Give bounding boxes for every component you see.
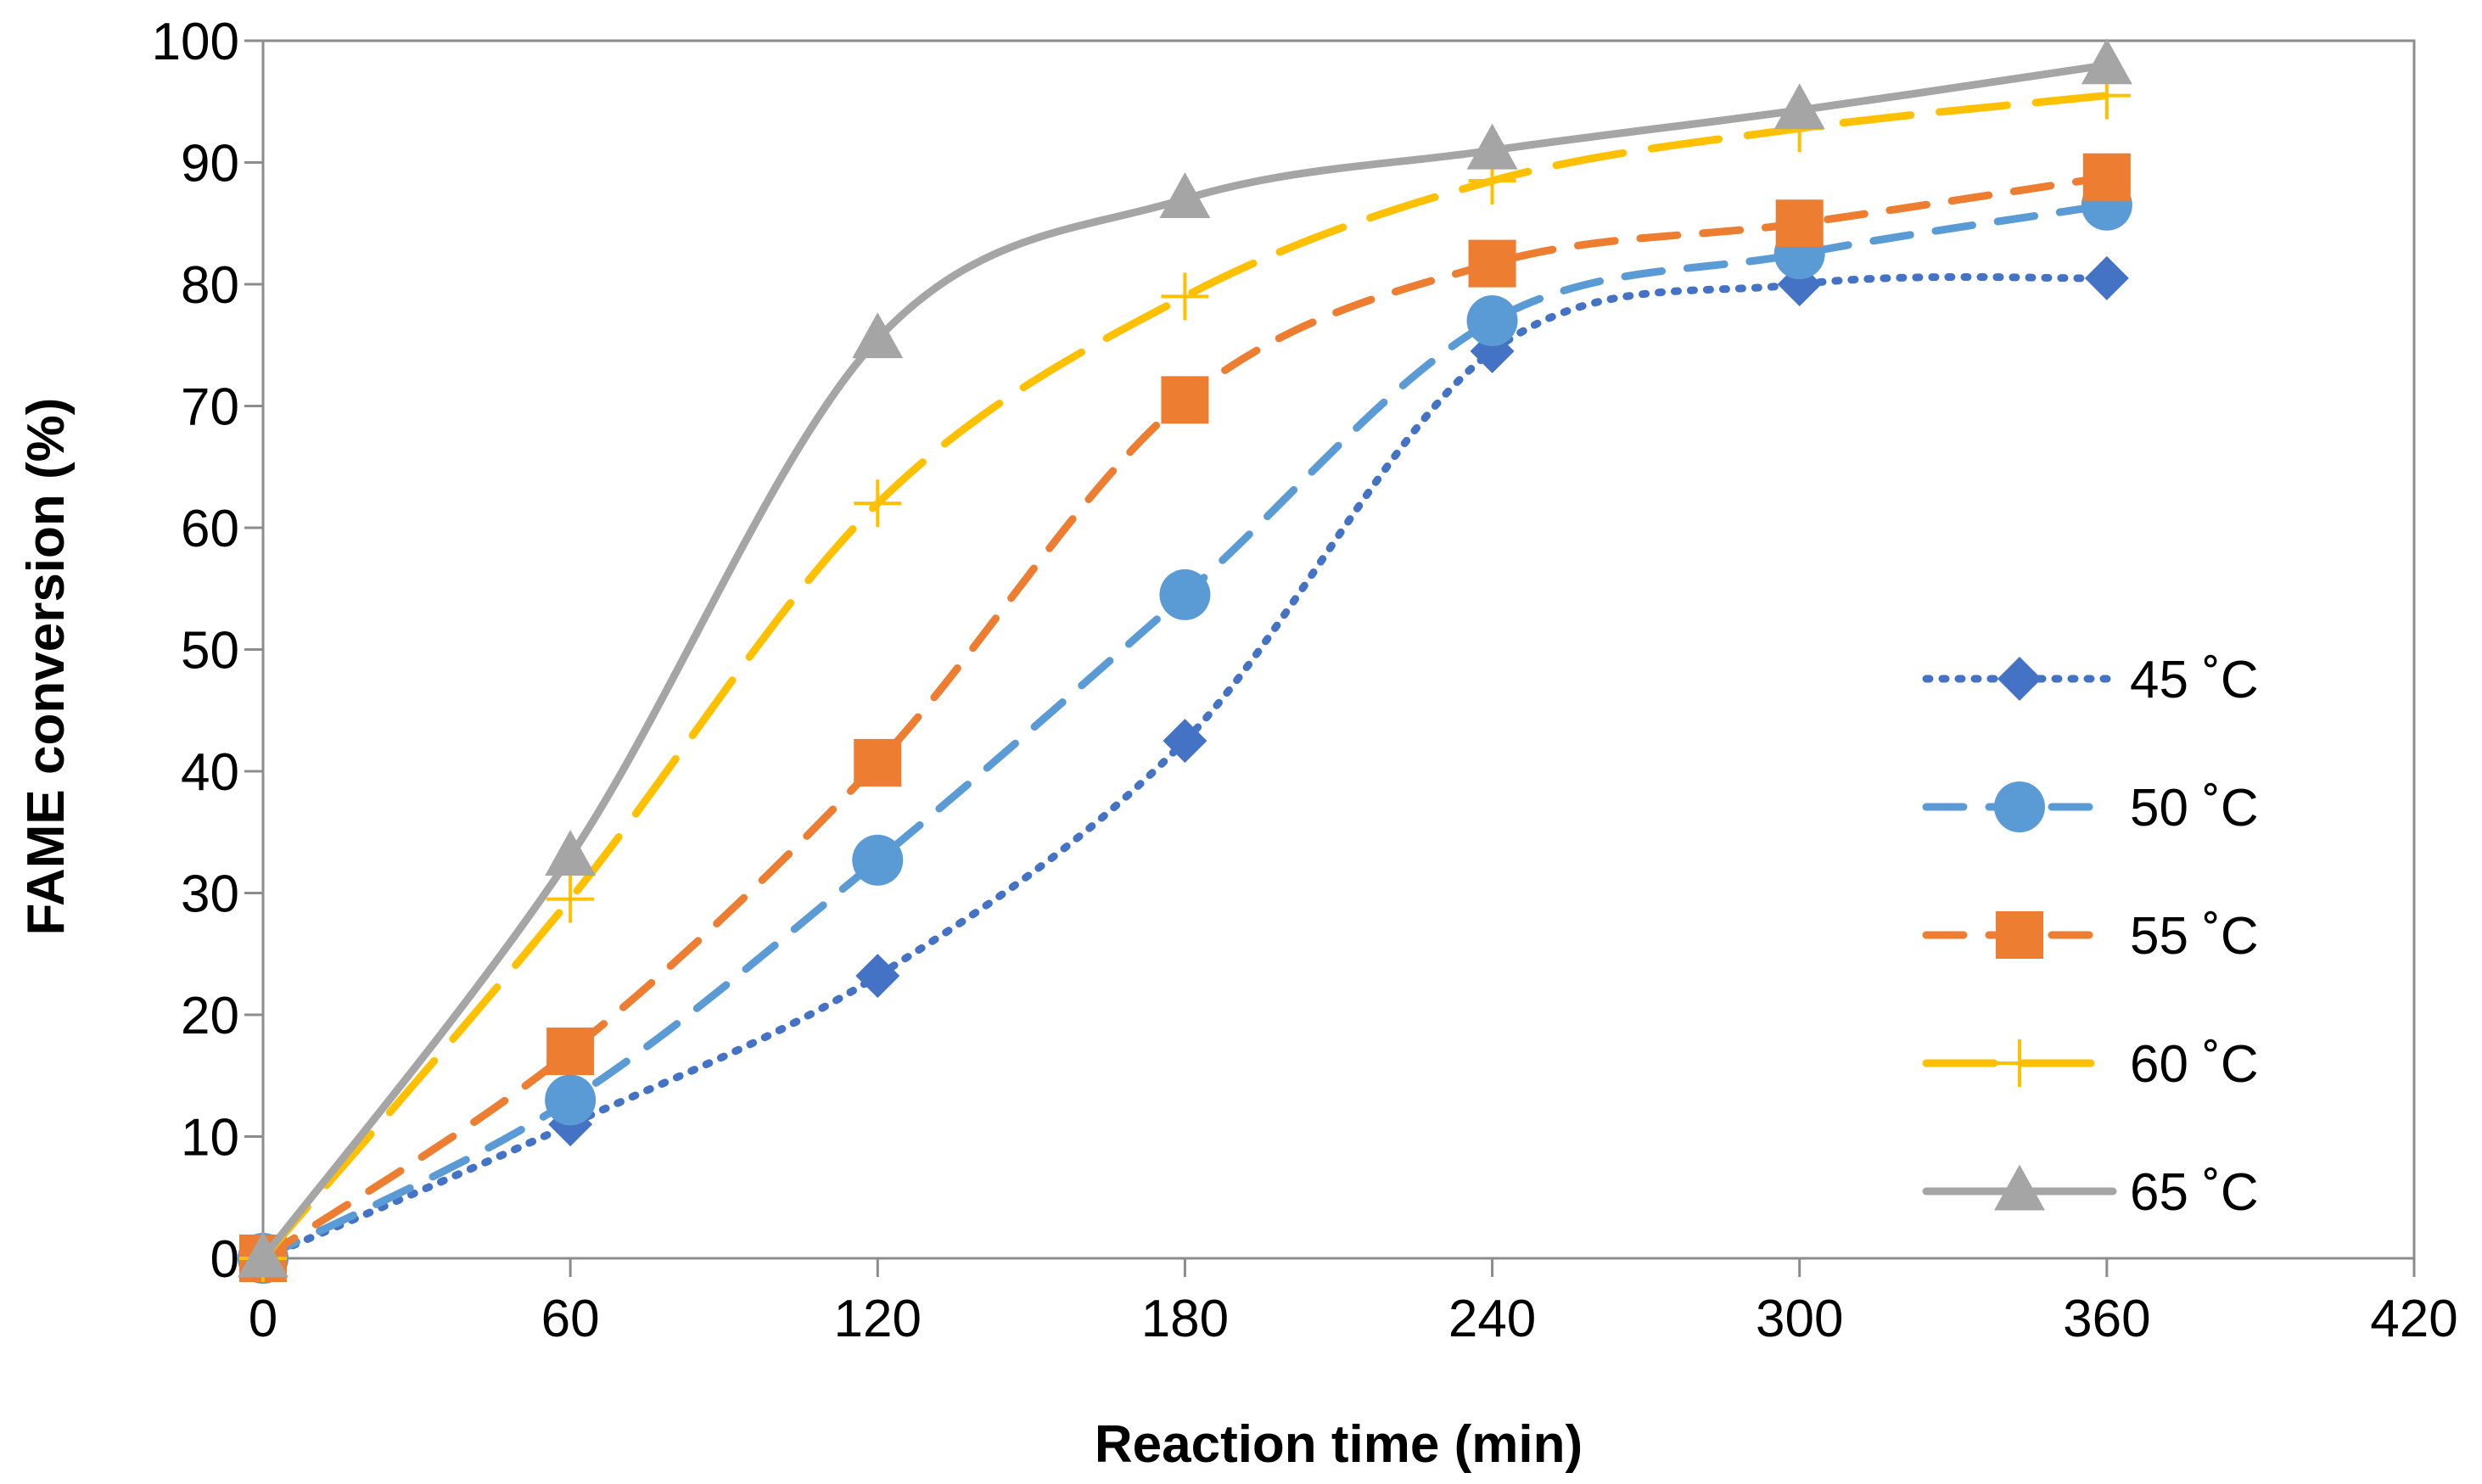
series-layer xyxy=(238,38,2132,1284)
series-5 xyxy=(238,38,2132,1278)
x-tick-label: 420 xyxy=(2370,1290,2457,1348)
x-tick-label: 240 xyxy=(1448,1290,1536,1348)
legend-item: 65 ˚C xyxy=(1922,1163,2259,1222)
legend-item: 45 ˚C xyxy=(1922,651,2259,709)
marker-square xyxy=(854,738,902,787)
marker-diamond xyxy=(2084,255,2129,300)
y-axis: 0 10 20 30 40 50 60 70 80 90 100 xyxy=(152,13,263,1289)
marker-triangle xyxy=(545,829,597,876)
legend-item: 60 ˚C xyxy=(1922,1035,2259,1094)
y-tick-label: 20 xyxy=(181,987,239,1045)
marker-triangle xyxy=(2081,38,2132,85)
series-3 xyxy=(239,153,2131,1282)
marker-plus xyxy=(546,875,595,923)
marker-plus xyxy=(854,479,902,528)
y-tick-label: 60 xyxy=(181,500,239,558)
marker-circle xyxy=(545,1074,597,1126)
x-tick-label: 180 xyxy=(1141,1290,1229,1348)
x-axis-title: Reaction time (min) xyxy=(1095,1415,1583,1474)
x-tick-label: 300 xyxy=(1756,1290,1843,1348)
x-tick-label: 360 xyxy=(2063,1290,2150,1348)
y-tick-label: 100 xyxy=(152,13,239,71)
marker-triangle xyxy=(1466,123,1518,170)
legend-label: 60 ˚C xyxy=(2130,1035,2259,1094)
series-line xyxy=(259,92,2111,1263)
series-line xyxy=(259,61,2111,1263)
x-tick-label: 0 xyxy=(249,1290,277,1348)
legend-item: 55 ˚C xyxy=(1922,907,2259,966)
y-tick-label: 90 xyxy=(181,135,239,193)
marker-plus xyxy=(1161,272,1209,321)
marker-triangle xyxy=(1994,1164,2045,1211)
marker-square xyxy=(2082,153,2131,201)
marker-square xyxy=(1161,376,1209,424)
marker-square xyxy=(1468,239,1516,288)
legend-label: 55 ˚C xyxy=(2130,907,2259,966)
y-tick-label: 0 xyxy=(210,1230,239,1289)
y-tick-label: 10 xyxy=(181,1109,239,1168)
y-axis-title: FAME conversion (%) xyxy=(17,398,76,936)
marker-circle xyxy=(852,834,904,886)
y-tick-label: 30 xyxy=(181,865,239,924)
marker-diamond xyxy=(855,954,900,999)
x-tick-label: 60 xyxy=(541,1290,600,1348)
marker-circle xyxy=(1994,781,2045,832)
legend-item: 50 ˚C xyxy=(1922,779,2259,837)
legend-label: 65 ˚C xyxy=(2130,1163,2259,1222)
marker-circle xyxy=(1159,568,1211,620)
marker-triangle xyxy=(852,312,904,359)
marker-square xyxy=(1996,911,2043,959)
marker-triangle xyxy=(238,1231,289,1278)
marker-plus xyxy=(1996,1039,2043,1087)
legend-label: 45 ˚C xyxy=(2130,651,2259,709)
x-axis: 0 60 120 180 240 300 360 420 xyxy=(249,1258,2458,1348)
y-tick-label: 50 xyxy=(181,622,239,680)
marker-triangle xyxy=(1773,83,1825,130)
y-tick-label: 70 xyxy=(181,378,239,437)
marker-diamond xyxy=(1163,719,1207,764)
y-tick-label: 40 xyxy=(181,743,239,802)
marker-square xyxy=(546,1028,595,1076)
marker-diamond xyxy=(1997,657,2042,701)
marker-square xyxy=(1775,199,1824,248)
marker-triangle xyxy=(1159,172,1211,219)
y-tick-label: 80 xyxy=(181,256,239,315)
legend-label: 50 ˚C xyxy=(2130,779,2259,837)
legend: 45 ˚C 50 ˚C 55 ˚C 60 ˚C 65 ˚C xyxy=(1922,651,2259,1222)
marker-circle xyxy=(1466,295,1518,347)
x-tick-label: 120 xyxy=(834,1290,922,1348)
